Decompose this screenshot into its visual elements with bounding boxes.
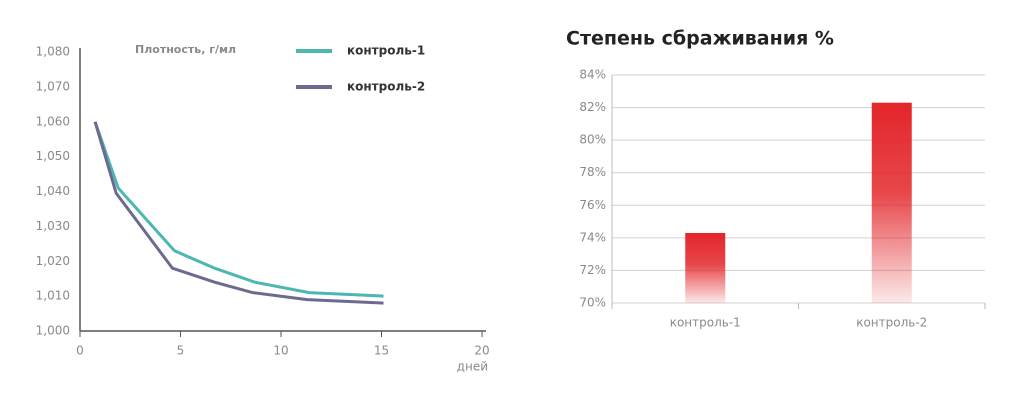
y-tick-label: 1,020 [36, 254, 70, 268]
y-tick-label: 70% [579, 296, 606, 310]
x-tick-label: 15 [374, 344, 389, 358]
x-tick-label: 5 [177, 344, 185, 358]
x-tick-label: контроль-2 [856, 316, 927, 330]
y-tick-label: 1,070 [36, 79, 70, 93]
chart-title: Степень сбраживания % [566, 28, 834, 50]
y-tick-label: 1,040 [36, 184, 70, 198]
y-tick-label: 1,000 [36, 324, 70, 338]
y-tick-label: 76% [579, 198, 606, 212]
y-tick-label: 1,060 [36, 114, 70, 128]
x-tick-label: 10 [273, 344, 288, 358]
y-tick-label: 82% [579, 100, 606, 114]
y-tick-label: 72% [579, 263, 606, 277]
y-tick-label: 1,050 [36, 149, 70, 163]
y-tick-label: 78% [579, 165, 606, 179]
series-line [93, 121, 384, 298]
y-axis-label: Плотность, г/мл [135, 43, 236, 56]
y-tick-label: 74% [579, 230, 606, 244]
y-tick-label: 80% [579, 133, 606, 147]
y-tick-label: 1,010 [36, 289, 70, 303]
bar [685, 232, 726, 303]
y-tick-label: 1,030 [36, 219, 70, 233]
x-tick-label: 20 [474, 344, 489, 358]
x-tick-label: контроль-1 [670, 316, 741, 330]
legend-label: контроль-1 [347, 44, 425, 58]
series-line [93, 121, 384, 305]
x-axis-label: дней [457, 360, 488, 374]
y-tick-label: 1,080 [36, 45, 70, 59]
y-tick-label: 84% [579, 68, 606, 82]
x-tick-label: 0 [76, 344, 84, 358]
bar [871, 102, 912, 303]
legend-label: контроль-2 [347, 80, 425, 94]
